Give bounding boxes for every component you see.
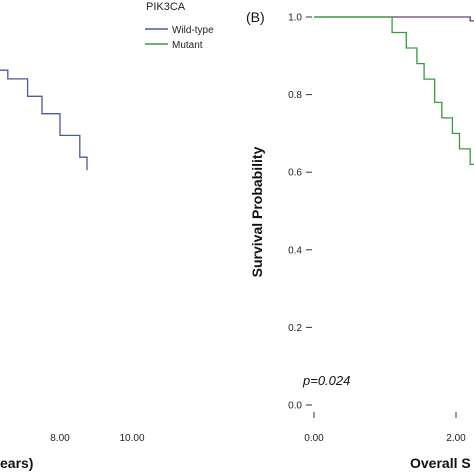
x-tick-label-1: 2.00 — [446, 433, 466, 444]
panel-b-y-axis-label: Survival Probability — [249, 146, 265, 277]
y-tick-label-3: 0.6 — [288, 168, 302, 179]
panel-b-x-ticks: 0.002.004.00 — [304, 412, 466, 444]
panel-b-x-axis-label: Overall S — [410, 455, 471, 471]
panel-a: PIK3CA Wild-type Mutant 8.00 10.00 ears) — [0, 1, 214, 471]
panel-b: (B) Survival Probability 0.0 0.2 0.4 0.6 0.8… — [246, 9, 474, 471]
y-tick-label-4: 0.8 — [288, 90, 302, 101]
panel-b-series — [314, 16, 474, 166]
panel-a-series-line-0 — [0, 69, 88, 171]
panel-b-series-line-0 — [314, 16, 474, 22]
y-tick-label-0: 0.0 — [288, 401, 302, 412]
legend-label-wild-type: Wild-type — [172, 25, 214, 36]
panel-b-y-ticks: 0.0 0.2 0.4 0.6 0.8 1.0 — [288, 13, 312, 412]
y-tick-label-5: 1.0 — [288, 13, 302, 24]
legend-label-mutant: Mutant — [172, 40, 203, 51]
legend-title: PIK3CA — [146, 1, 186, 13]
panel-b-label: (B) — [246, 9, 265, 25]
y-tick-label-2: 0.4 — [288, 245, 302, 256]
panel-a-xtick-10: 10.00 — [119, 433, 144, 444]
y-tick-label-1: 0.2 — [288, 323, 302, 334]
x-tick-label-0: 0.00 — [304, 433, 324, 444]
panel-a-series — [0, 69, 88, 171]
panel-a-x-axis-label: ears) — [0, 455, 33, 471]
panel-b-series-line-1 — [314, 16, 474, 166]
panel-a-xtick-8: 8.00 — [50, 433, 70, 444]
p-value-annotation: p=0.024 — [302, 373, 350, 388]
panel-a-legend: PIK3CA Wild-type Mutant — [145, 1, 214, 51]
